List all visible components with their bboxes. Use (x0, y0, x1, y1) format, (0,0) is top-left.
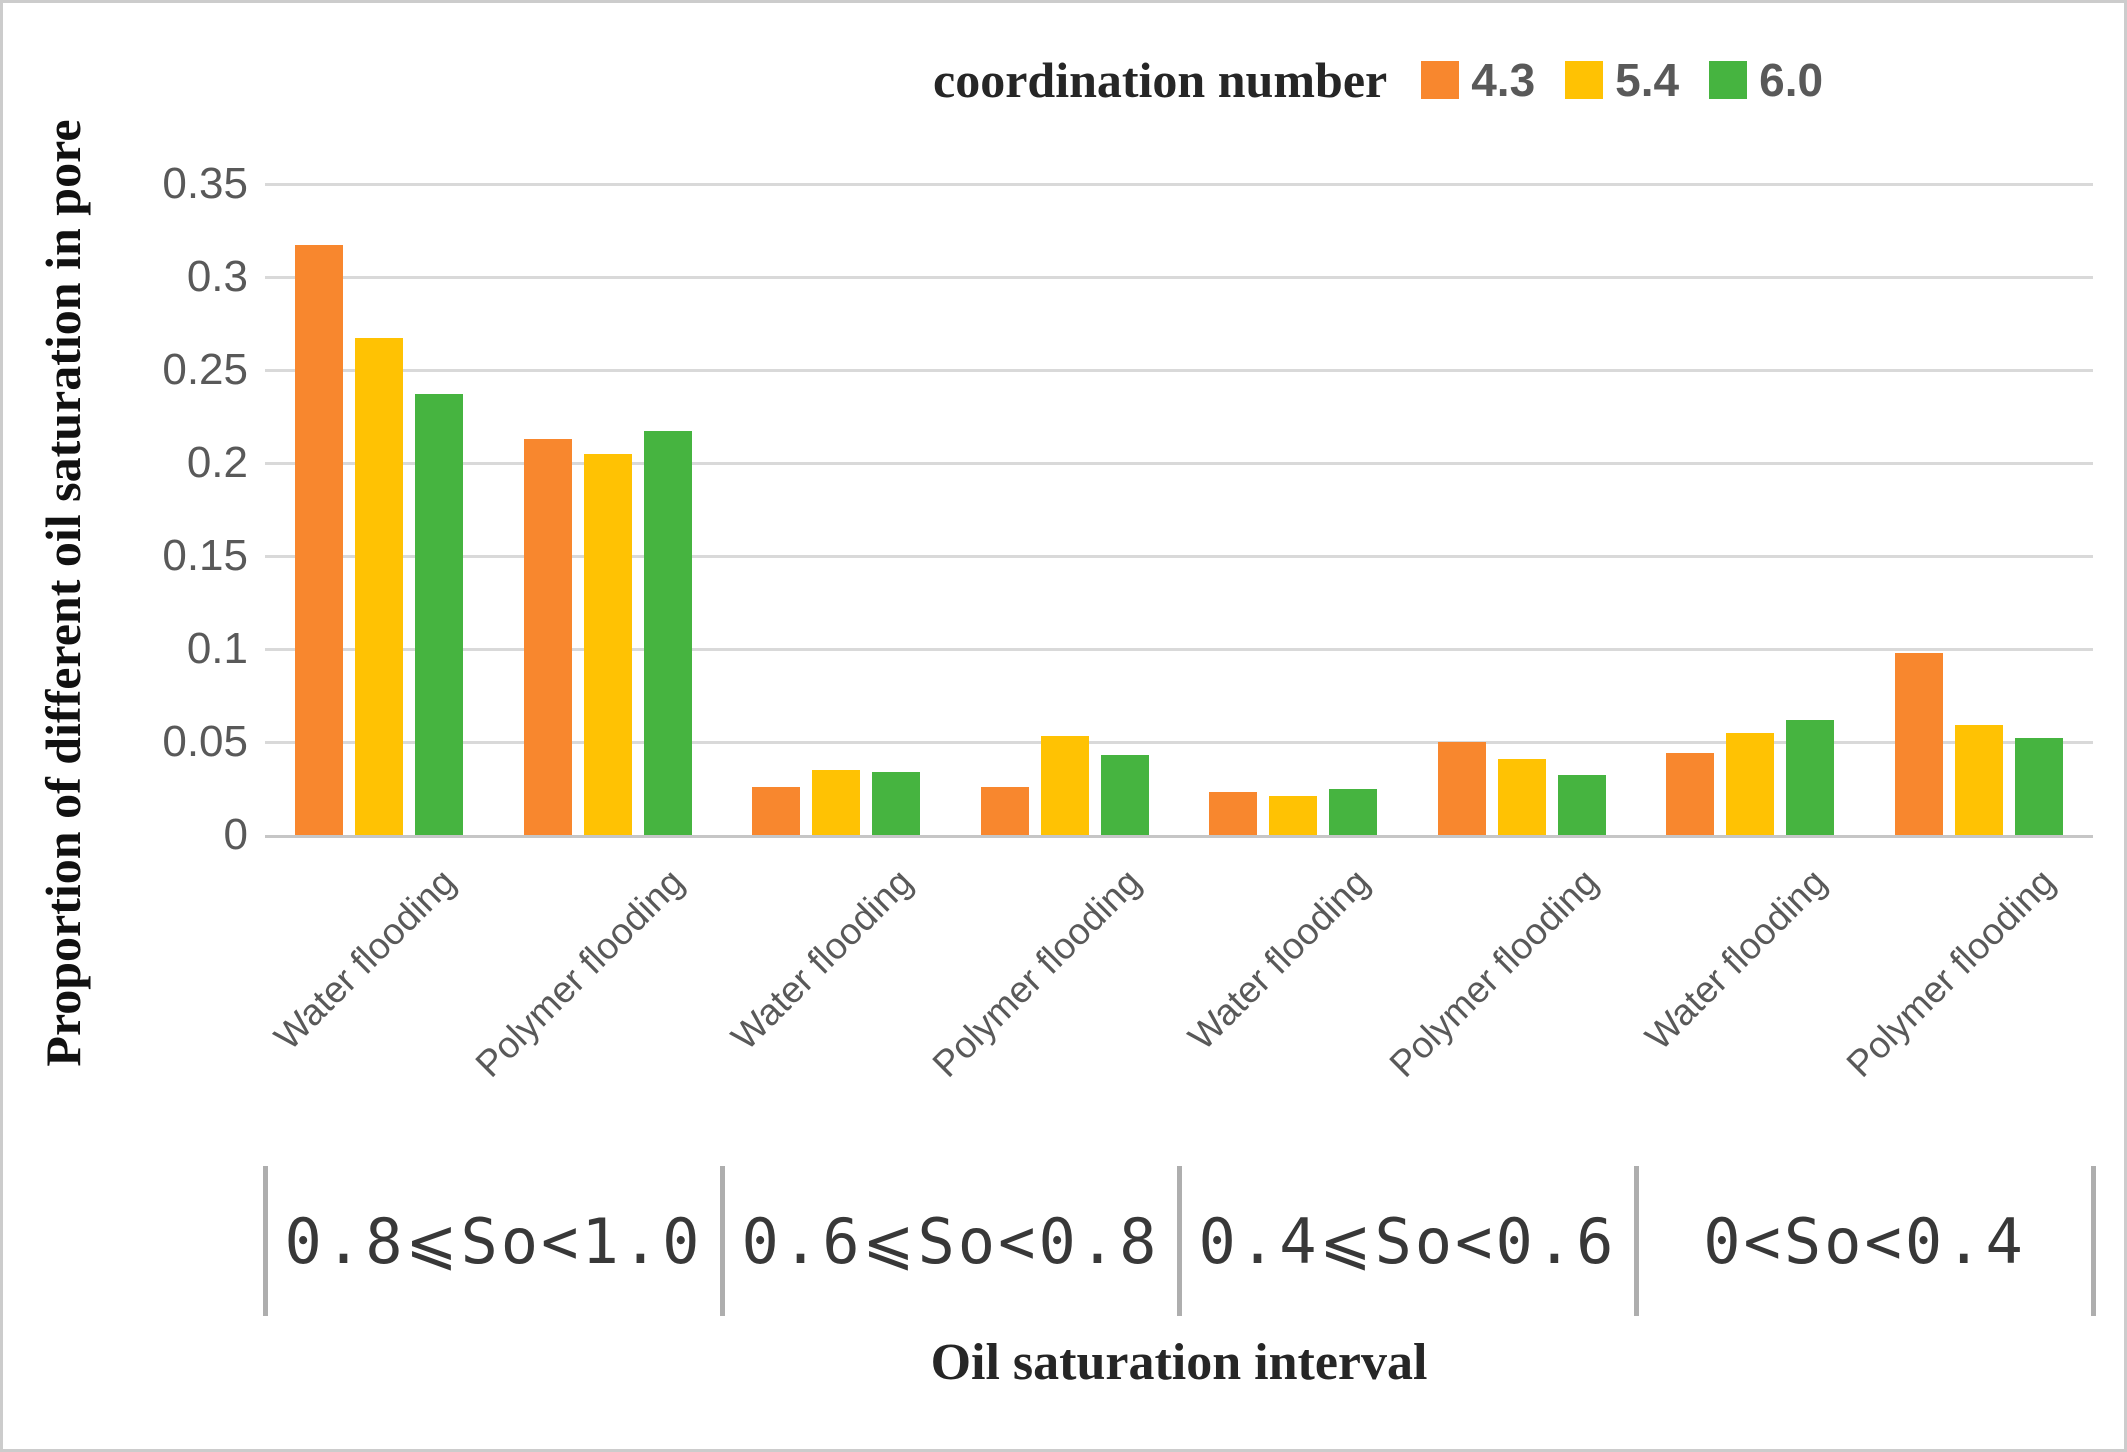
interval-label: 0.8⩽So<1.0 (284, 1204, 703, 1278)
interval-label: 0.4⩽So<0.6 (1198, 1204, 1617, 1278)
y-axis-tick-label: 0.25 (162, 345, 248, 394)
interval-separator (1634, 1166, 1639, 1316)
category-label: Polymer flooding (1838, 861, 2063, 1085)
bar-4-3-group7 (1666, 753, 1715, 835)
y-axis-tick-label: 0 (223, 810, 248, 859)
y-axis-title: Proportion of different oil saturation i… (35, 119, 91, 1067)
gridline (265, 183, 2093, 186)
interval-cell: 0.6⩽So<0.8 (722, 1166, 1179, 1316)
interval-cell: 0.8⩽So<1.0 (265, 1166, 722, 1316)
gridline (265, 648, 2093, 651)
bar-5-4-group3 (812, 769, 861, 835)
legend-title: coordination number (933, 52, 1388, 108)
x-axis-title: Oil saturation interval (930, 1334, 1428, 1391)
legend-swatch-icon (1565, 61, 1604, 99)
bar-6-0-group7 (1786, 719, 1835, 835)
y-axis-tick-label: 0.1 (186, 624, 248, 673)
bar-4-3-group6 (1437, 742, 1486, 835)
bar-5-4-group5 (1269, 795, 1318, 835)
legend-item: 5.4 (1565, 53, 1679, 107)
bar-6-0-group6 (1557, 775, 1606, 835)
bar-6-0-group8 (2014, 738, 2063, 835)
interval-separator (2091, 1166, 2096, 1316)
gridline (265, 555, 2093, 558)
interval-label: 0.6⩽So<0.8 (741, 1204, 1160, 1278)
bar-4-3-group8 (1894, 652, 1943, 835)
interval-cell: 0<So<0.4 (1636, 1166, 2093, 1316)
interval-separator (263, 1166, 268, 1316)
bar-4-3-group4 (980, 786, 1029, 835)
legend-swatch-icon (1709, 61, 1748, 99)
y-axis-tick-label: 0.35 (162, 159, 248, 208)
bar-5-4-group1 (355, 338, 404, 835)
bar-6-0-group2 (643, 431, 692, 835)
legend-label: 6.0 (1759, 54, 1824, 106)
gridline (265, 369, 2093, 372)
interval-separator (1177, 1166, 1182, 1316)
bar-6-0-group5 (1329, 788, 1378, 835)
bar-4-3-group3 (752, 786, 801, 835)
bar-5-4-group8 (1954, 725, 2003, 835)
bar-5-4-group2 (583, 453, 632, 835)
bar-6-0-group4 (1100, 755, 1149, 835)
category-label: Polymer flooding (467, 861, 692, 1085)
category-label: Polymer flooding (924, 861, 1149, 1085)
legend: coordination number 4.3 5.4 6.0 (933, 51, 1823, 109)
bar-4-3-group1 (295, 245, 344, 835)
legend-items: 4.3 5.4 6.0 (1421, 53, 1823, 107)
gridline (265, 462, 2093, 465)
y-axis-tick-label: 0.15 (162, 531, 248, 580)
category-label: Water flooding (266, 861, 464, 1058)
gridline (265, 276, 2093, 279)
y-axis-tick-label: 0.2 (186, 438, 248, 487)
bar-4-3-group5 (1209, 792, 1258, 835)
interval-label: 0<So<0.4 (1703, 1204, 2026, 1278)
interval-cell: 0.4⩽So<0.6 (1179, 1166, 1636, 1316)
gridline (265, 741, 2093, 744)
y-axis-tick-label: 0.3 (186, 252, 248, 301)
category-label: Water flooding (1637, 861, 1835, 1058)
interval-separator (720, 1166, 725, 1316)
category-label: Water flooding (1180, 861, 1378, 1058)
bar-5-4-group7 (1726, 732, 1775, 835)
bar-6-0-group1 (415, 394, 464, 835)
legend-item: 6.0 (1709, 53, 1823, 107)
x-axis-line (265, 835, 2093, 838)
legend-swatch-icon (1421, 61, 1460, 99)
legend-label: 5.4 (1615, 54, 1680, 106)
category-label: Polymer flooding (1381, 861, 1606, 1085)
category-label: Water flooding (723, 861, 921, 1058)
bar-4-3-group2 (523, 438, 572, 835)
bar-5-4-group4 (1040, 736, 1089, 835)
bar-6-0-group3 (872, 771, 921, 835)
legend-label: 4.3 (1471, 54, 1536, 106)
y-axis-tick-label: 0.05 (162, 717, 248, 766)
legend-item: 4.3 (1421, 53, 1535, 107)
bar-5-4-group6 (1497, 758, 1546, 835)
